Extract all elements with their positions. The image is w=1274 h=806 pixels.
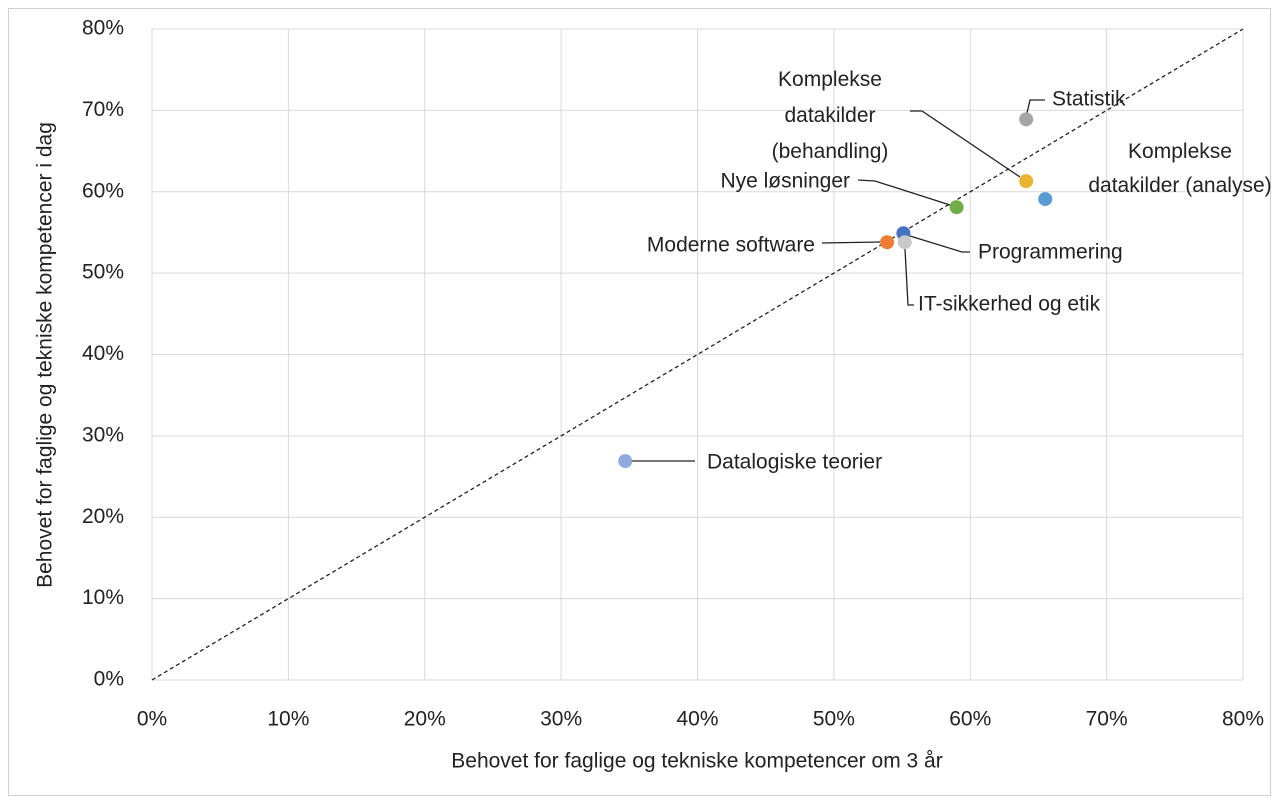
leader-line <box>904 248 914 306</box>
scatter-point <box>1038 192 1053 207</box>
point-label: Programmering <box>978 241 1123 264</box>
y-tick-label: 30% <box>82 423 124 446</box>
point-label: Komplekse datakilder (analyse) <box>1088 140 1271 197</box>
x-tick-label: 20% <box>404 708 446 731</box>
point-label: Komplekse datakilder (behandling) <box>772 68 889 163</box>
x-tick-label: 10% <box>267 708 309 731</box>
x-tick-label: 60% <box>949 708 991 731</box>
x-tick-label: 40% <box>676 708 718 731</box>
leader-line <box>909 235 970 253</box>
scatter-point <box>880 235 895 250</box>
y-tick-label: 20% <box>82 505 124 528</box>
point-label: Nye løsninger <box>720 170 850 193</box>
scatter-point <box>618 454 633 469</box>
y-tick-label: 50% <box>82 261 124 284</box>
y-tick-label: 70% <box>82 98 124 121</box>
leader-line <box>857 179 951 206</box>
leader-line <box>910 110 1021 178</box>
leader-line <box>1026 99 1045 114</box>
x-tick-label: 70% <box>1086 708 1128 731</box>
diagonal-reference <box>151 28 1244 681</box>
x-axis-title: Behovet for faglige og tekniske kompeten… <box>451 750 942 773</box>
x-tick-label: 80% <box>1222 708 1264 731</box>
y-axis-title: Behovet for faglige og tekniske kompeten… <box>34 122 57 588</box>
point-label: Moderne software <box>647 234 815 257</box>
y-tick-label: 40% <box>82 342 124 365</box>
x-tick-label: 50% <box>813 708 855 731</box>
chart-frame <box>8 8 1271 796</box>
point-label: Statistik <box>1052 88 1126 111</box>
y-tick-label: 0% <box>94 668 124 691</box>
scatter-point <box>1019 174 1034 189</box>
scatter-point <box>897 235 912 250</box>
x-tick-label: 30% <box>540 708 582 731</box>
x-tick-label: 0% <box>137 708 167 731</box>
scatter-point <box>1019 112 1034 127</box>
scatter-point <box>949 200 964 215</box>
point-label: Datalogiske teorier <box>707 451 882 474</box>
y-tick-label: 10% <box>82 586 124 609</box>
leader-line <box>821 241 881 244</box>
y-tick-label: 80% <box>82 17 124 40</box>
y-tick-label: 60% <box>82 179 124 202</box>
point-label: IT-sikkerhed og etik <box>918 293 1101 316</box>
